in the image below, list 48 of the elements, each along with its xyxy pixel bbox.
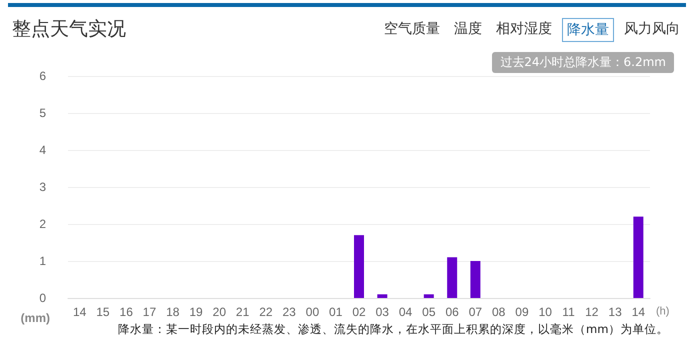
y-tick-label: 0 [39, 291, 46, 305]
x-tick-label: 11 [562, 305, 576, 319]
text: 降水量 [562, 18, 614, 42]
y-tick-label: 3 [39, 180, 46, 194]
x-tick-label: 07 [468, 305, 482, 319]
x-tick-label: 04 [398, 305, 413, 319]
text: 过去24小时总降水量：6.2mm [492, 52, 674, 73]
x-tick-label: 02 [352, 305, 366, 319]
x-tick-label: 14 [632, 305, 646, 319]
y-tick-label: 1 [39, 254, 46, 268]
x-tick-label: 21 [236, 305, 250, 319]
y-tick-label: 4 [39, 143, 46, 157]
y-tick-label: 5 [39, 106, 46, 120]
x-tick-label: 19 [189, 305, 204, 319]
x-tick-label: 16 [120, 305, 134, 319]
x-tick-label: 05 [422, 305, 436, 319]
bar [424, 294, 434, 298]
x-tick-label: 06 [445, 305, 460, 319]
x-tick-label: 17 [142, 305, 156, 319]
x-tick-label: 14 [72, 305, 87, 319]
x-tick-label: 08 [492, 305, 506, 319]
x-tick-label: 12 [585, 305, 599, 319]
x-tick-label: 01 [329, 305, 343, 319]
text: 空气质量 [383, 20, 441, 39]
x-tick-label: 13 [608, 305, 622, 319]
x-tick-label: 20 [212, 305, 226, 319]
y-tick-label: 6 [39, 69, 46, 83]
chart-title: 整点天气实况 [12, 17, 126, 42]
x-tick-label: 15 [96, 305, 110, 319]
x-tick-label: 09 [515, 305, 529, 319]
x-tick-label: 10 [538, 305, 552, 319]
y-tick-label: 2 [39, 217, 46, 231]
text: 风力风向 [623, 20, 681, 39]
bar [470, 261, 480, 298]
x-axis-title: (h) [656, 306, 670, 318]
text: 温度 [453, 20, 483, 39]
x-tick-label: 23 [282, 305, 296, 319]
bar [633, 216, 644, 298]
y-axis-title: (mm) [20, 311, 50, 325]
bar [377, 294, 388, 298]
x-tick-label: 00 [306, 305, 320, 319]
text: 相对湿度 [495, 20, 553, 39]
bar [354, 235, 364, 298]
text: 降水量：某一时段内的未经蒸发、渗透、流失的降水，在水平面上积累的深度，以毫米（mm）为单位。 [118, 322, 668, 337]
x-tick-label: 03 [376, 305, 390, 319]
x-tick-label: 22 [259, 305, 273, 319]
bar [447, 257, 458, 298]
x-tick-label: 18 [166, 305, 180, 319]
